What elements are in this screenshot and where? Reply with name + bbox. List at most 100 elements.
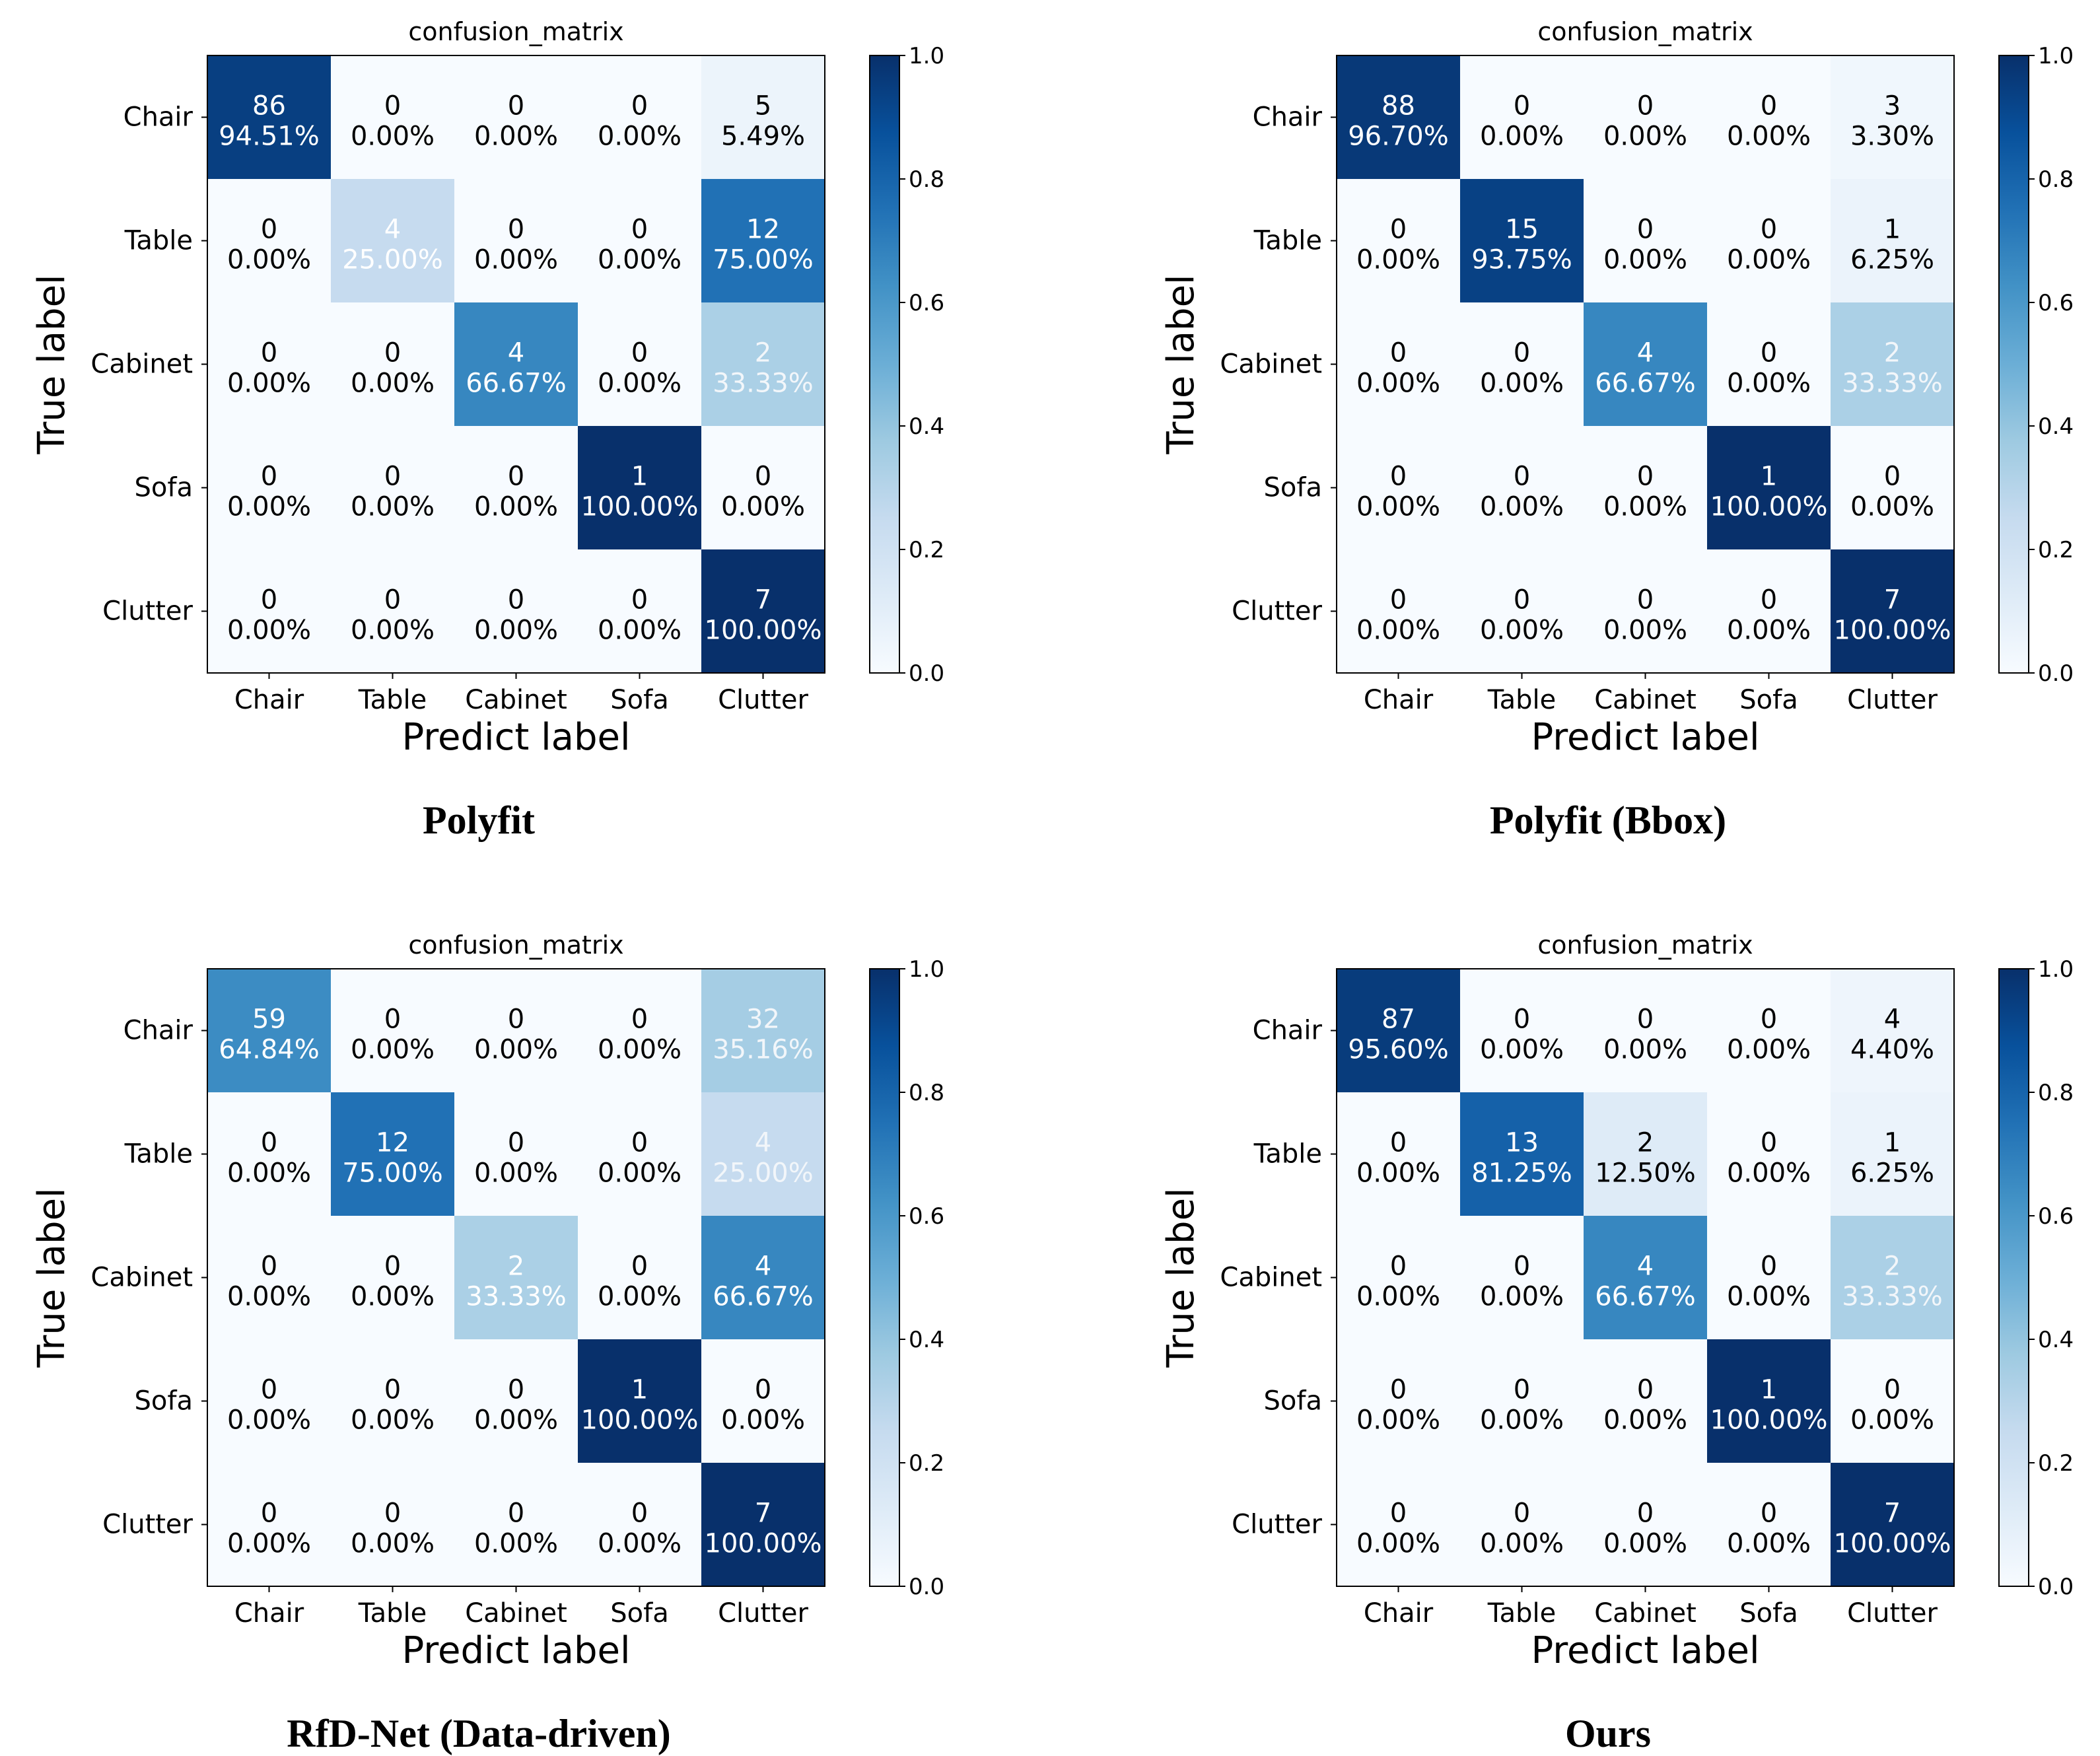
cell-count-label: 0 <box>1884 462 1901 492</box>
cell-percent-label: 94.51% <box>219 122 320 152</box>
heatmap-cell <box>207 1339 331 1463</box>
cell-count-label: 0 <box>631 1251 648 1282</box>
heatmap-cell <box>1460 55 1584 179</box>
cell-percent-label: 6.25% <box>1850 1158 1934 1189</box>
cell-percent-label: 0.00% <box>474 1405 558 1436</box>
heatmap-cell <box>578 55 701 179</box>
colorbar-tick-label: 0.6 <box>909 290 944 316</box>
x-axis-label: Predict label <box>1531 716 1759 759</box>
x-tick-label: Table <box>1487 685 1556 715</box>
cell-percent-label: 0.00% <box>598 245 682 275</box>
x-tick-label: Cabinet <box>1594 1598 1697 1629</box>
cell-percent-label: 0.00% <box>227 1158 311 1189</box>
cell-count-label: 0 <box>1514 1251 1530 1282</box>
heatmap-cell <box>1707 1463 1831 1586</box>
cell-percent-label: 100.00% <box>1834 1529 1951 1559</box>
cell-count-label: 0 <box>1761 215 1777 245</box>
heatmap-cell <box>1831 1339 1954 1463</box>
cell-count-label: 2 <box>1884 338 1901 369</box>
heatmap-cell <box>701 1092 825 1216</box>
heatmap-cell <box>578 1339 701 1463</box>
cell-count-label: 0 <box>508 1128 524 1158</box>
x-tick-label: Chair <box>234 1598 304 1629</box>
heatmap-cell <box>454 1216 578 1339</box>
y-axis-label: True label <box>30 1187 73 1368</box>
cell-count-label: 0 <box>1390 585 1407 615</box>
cell-count-label: 88 <box>1382 91 1415 122</box>
x-tick-label: Cabinet <box>465 685 567 715</box>
cell-percent-label: 0.00% <box>1480 1529 1564 1559</box>
cell-percent-label: 0.00% <box>1850 1405 1934 1436</box>
cell-percent-label: 0.00% <box>351 1405 435 1436</box>
heatmap-cell <box>578 1216 701 1339</box>
cell-percent-label: 100.00% <box>1710 1405 1828 1436</box>
heatmap-cell <box>1460 302 1584 426</box>
cell-count-label: 32 <box>746 1004 780 1035</box>
cell-count-label: 1 <box>1884 215 1901 245</box>
heatmap-cell <box>701 549 825 673</box>
cell-count-label: 0 <box>1761 1004 1777 1035</box>
cell-count-label: 0 <box>1637 462 1654 492</box>
heatmap-cell <box>578 302 701 426</box>
heatmap-cell <box>701 55 825 179</box>
cell-count-label: 0 <box>508 1375 524 1405</box>
cell-count-label: 0 <box>631 1128 648 1158</box>
y-tick-label: Clutter <box>1232 596 1322 627</box>
cell-count-label: 0 <box>1390 1251 1407 1282</box>
cell-percent-label: 6.25% <box>1850 245 1934 275</box>
panel-caption: Polyfit <box>423 798 535 842</box>
heatmap-cell <box>1707 1216 1831 1339</box>
colorbar-tick-label: 0.0 <box>2038 660 2074 687</box>
x-tick-label: Table <box>358 1598 427 1629</box>
cell-percent-label: 66.67% <box>713 1282 814 1312</box>
colorbar-tick-label: 1.0 <box>2038 43 2074 69</box>
cell-percent-label: 0.00% <box>1727 369 1811 399</box>
cell-count-label: 0 <box>384 91 401 122</box>
heatmap-cell <box>454 55 578 179</box>
cell-count-label: 0 <box>1761 338 1777 369</box>
cell-percent-label: 0.00% <box>1480 615 1564 646</box>
heatmap-cell <box>331 969 454 1092</box>
cell-count-label: 4 <box>1637 338 1654 369</box>
heatmap-cell <box>454 1339 578 1463</box>
colorbar-tick-label: 0.4 <box>2038 1327 2074 1353</box>
chart-title: confusion_matrix <box>1537 17 1753 46</box>
heatmap-cell <box>1707 179 1831 302</box>
cell-percent-label: 100.00% <box>1834 615 1951 646</box>
cell-percent-label: 0.00% <box>1603 1405 1687 1436</box>
cell-count-label: 0 <box>384 1004 401 1035</box>
cell-percent-label: 0.00% <box>227 1282 311 1312</box>
y-tick-label: Table <box>1253 226 1322 256</box>
cell-percent-label: 5.49% <box>721 122 805 152</box>
cell-percent-label: 0.00% <box>1603 492 1687 522</box>
cell-count-label: 4 <box>1637 1251 1654 1282</box>
cell-percent-label: 0.00% <box>598 1282 682 1312</box>
cell-count-label: 0 <box>261 338 277 369</box>
x-tick-label: Cabinet <box>465 1598 567 1629</box>
cell-percent-label: 25.00% <box>713 1158 814 1189</box>
heatmap-cell <box>1584 426 1707 549</box>
cell-count-label: 0 <box>755 1375 771 1405</box>
cell-count-label: 4 <box>755 1251 771 1282</box>
cell-count-label: 59 <box>252 1004 286 1035</box>
heatmap-cell <box>454 549 578 673</box>
cell-count-label: 12 <box>376 1128 409 1158</box>
cell-count-label: 2 <box>508 1251 524 1282</box>
heatmap-cell <box>207 179 331 302</box>
colorbar-tick-label: 0.6 <box>2038 290 2074 316</box>
colorbar-tick-label: 0.4 <box>2038 413 2074 440</box>
heatmap-cell <box>701 1339 825 1463</box>
cell-percent-label: 35.16% <box>713 1035 814 1065</box>
cell-percent-label: 66.67% <box>466 369 567 399</box>
heatmap-cell <box>331 426 454 549</box>
cell-percent-label: 0.00% <box>227 1529 311 1559</box>
colorbar-tick-label: 0.2 <box>2038 537 2074 563</box>
cell-percent-label: 66.67% <box>1595 369 1696 399</box>
heatmap-cell <box>1831 426 1954 549</box>
heatmap-cell <box>207 426 331 549</box>
heatmap-cell <box>578 549 701 673</box>
cell-percent-label: 0.00% <box>1356 1282 1440 1312</box>
cell-count-label: 4 <box>508 338 524 369</box>
cell-count-label: 0 <box>508 1004 524 1035</box>
